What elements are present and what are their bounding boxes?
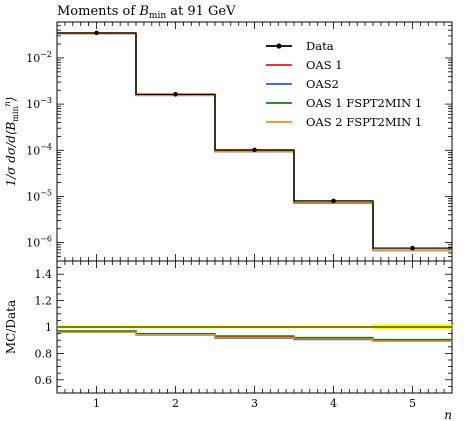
ratio-y-tick-label: 0.6: [35, 374, 53, 387]
ratio-y-axis-label: MC/Data: [4, 300, 18, 354]
legend-label: OAS 1: [306, 58, 343, 72]
data-point: [94, 30, 99, 36]
legend-entry: OAS 2 FSPT2MIN 1: [266, 115, 422, 129]
main-plot-frame: [56, 21, 453, 262]
data-point: [173, 92, 178, 97]
chart-title: Moments of Bmin at 91 GeV: [57, 4, 236, 21]
main-series-line: [57, 32, 452, 252]
data-point: [331, 198, 336, 204]
main-series-line: [57, 33, 452, 252]
x-tick-label: 5: [409, 397, 416, 410]
ratio-y-axis-label-text: MC/Data: [4, 300, 18, 354]
ratio-y-tick-label: 0.8: [35, 347, 53, 360]
legend-label: OAS2: [306, 77, 339, 91]
legend-label: OAS 1 FSPT2MIN 1: [306, 96, 422, 110]
main-y-tick-label: 10−6: [26, 235, 52, 250]
main-y-axis-label-text: 1/σ dσ/d⟨Bminn⟩: [3, 97, 20, 187]
main-data-line: [57, 32, 452, 249]
data-point: [252, 147, 257, 153]
x-tick-label: 2: [172, 397, 179, 410]
legend-entry: Data: [266, 39, 334, 53]
ratio-y-tick-label: 1.2: [35, 295, 53, 308]
ratio-plot: 0.6 0.8 1 1.2 1.4 1 2 3 4 5: [35, 260, 453, 410]
ratio-series-line: [57, 331, 452, 342]
main-series-line: [57, 33, 452, 252]
ratio-y-tick-label: 1: [45, 321, 52, 334]
legend-data-marker: [276, 43, 282, 49]
x-axis-label-text: n: [444, 408, 452, 421]
legend-entry: OAS 1 FSPT2MIN 1: [266, 96, 422, 110]
main-series-line: [57, 33, 452, 252]
main-y-tick-label: 10−4: [26, 142, 52, 157]
main-y-tick-label: 10−2: [26, 50, 52, 65]
data-point: [410, 245, 415, 251]
legend-label: OAS 2 FSPT2MIN 1: [306, 115, 422, 129]
x-tick-label: 4: [330, 397, 337, 410]
x-tick-label: 1: [93, 397, 100, 410]
x-tick-label: 3: [251, 397, 258, 410]
x-axis-label: n: [444, 408, 452, 421]
legend-entry: OAS 1: [266, 58, 343, 72]
legend: Data OAS 1 OAS2 OAS 1 FSPT2MIN 1 OAS 2 FSPT2…: [266, 39, 422, 129]
main-y-tick-label: 10−5: [26, 188, 52, 203]
legend-entry: OAS2: [266, 77, 339, 91]
main-plot: 10−6 10−5 10−4 10−3 10−2: [26, 21, 453, 262]
main-y-tick-label: 10−3: [26, 96, 52, 111]
chart-title-text: Moments of Bmin at 91 GeV: [57, 4, 236, 21]
ratio-y-tick-label: 1.4: [35, 268, 53, 281]
legend-label: Data: [306, 39, 334, 53]
main-y-axis-label: 1/σ dσ/d⟨Bminn⟩: [3, 97, 20, 187]
